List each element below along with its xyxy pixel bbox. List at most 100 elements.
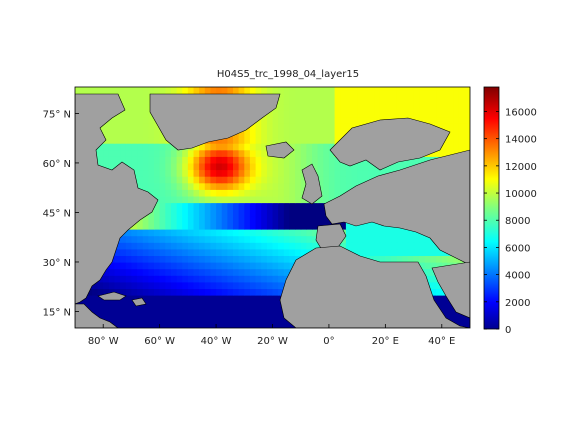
field-cell: [137, 321, 144, 328]
field-cell: [283, 90, 290, 98]
field-cell: [436, 110, 443, 118]
field-cell: [328, 136, 336, 144]
field-cell: [266, 222, 274, 230]
field-cell: [317, 156, 324, 164]
field-cell: [300, 195, 307, 204]
field-cell: [255, 301, 262, 309]
field-cell: [154, 143, 161, 151]
field-cell: [125, 129, 132, 138]
field-cell: [295, 143, 302, 151]
field-cell: [176, 195, 183, 204]
field-cell: [221, 314, 228, 322]
field-cell: [137, 96, 144, 105]
field-cell: [114, 314, 121, 322]
field-cell: [295, 182, 302, 190]
field-cell: [345, 176, 353, 184]
field-cell: [328, 87, 336, 91]
field-cell: [266, 268, 274, 276]
iceland-land: [265, 141, 295, 159]
field-cell: [210, 295, 217, 303]
field-cell: [424, 255, 432, 263]
field-cell: [391, 255, 398, 263]
field-cell: [154, 162, 161, 171]
field-cell: [199, 182, 206, 190]
field-cell: [464, 129, 470, 138]
field-cell: [227, 314, 234, 322]
field-cell: [283, 156, 290, 164]
lat-tick-label: 15° N: [43, 307, 71, 318]
field-cell: [137, 314, 144, 322]
field-cell: [272, 262, 279, 270]
field-cell: [221, 189, 228, 197]
field-cell: [142, 321, 149, 328]
colorbar-tick-label: 4000: [505, 271, 530, 282]
field-cell: [221, 215, 228, 223]
field-cell: [221, 229, 228, 237]
field-cell: [328, 110, 336, 118]
field-cell: [312, 215, 319, 223]
field-cell: [244, 156, 251, 164]
field-cell: [340, 129, 347, 138]
field-cell: [176, 301, 183, 309]
field-cell: [227, 295, 234, 303]
field-cell: [289, 182, 296, 190]
field-cell: [204, 255, 211, 263]
field-cell: [272, 176, 279, 184]
field-cell: [396, 162, 403, 171]
field-cell: [238, 242, 245, 250]
field-cell: [97, 295, 104, 303]
field-cell: [272, 209, 279, 217]
lat-tick-label: 75° N: [43, 109, 71, 120]
field-cell: [210, 182, 217, 190]
field-cell: [154, 129, 161, 138]
field-cell: [249, 275, 257, 283]
field-cell: [120, 156, 127, 164]
field-cell: [154, 281, 161, 289]
field-cell: [204, 195, 211, 204]
field-cell: [137, 87, 144, 91]
field-cell: [131, 90, 138, 98]
field-cell: [170, 314, 178, 322]
field-cell: [278, 314, 285, 322]
field-cell: [131, 149, 138, 157]
field-cell: [204, 308, 211, 316]
field-cell: [357, 90, 364, 98]
field-cell: [266, 189, 274, 197]
field-cell: [170, 169, 178, 177]
field-cell: [249, 281, 257, 289]
field-cell: [233, 248, 240, 256]
field-cell: [266, 202, 274, 210]
field-cell: [419, 90, 426, 98]
field-cell: [278, 268, 285, 276]
field-cell: [436, 295, 443, 303]
field-cell: [289, 149, 296, 157]
field-cell: [379, 103, 386, 111]
field-cell: [193, 87, 200, 91]
field-cell: [266, 87, 274, 91]
field-cell: [182, 229, 189, 237]
field-cell: [430, 242, 437, 250]
field-cell: [210, 222, 217, 230]
field-cell: [137, 308, 144, 316]
field-cell: [216, 136, 223, 144]
field-cell: [216, 189, 223, 197]
field-cell: [131, 235, 138, 243]
field-cell: [154, 295, 161, 303]
field-cell: [396, 248, 403, 256]
field-cell: [199, 242, 206, 250]
field-cell: [103, 288, 110, 296]
field-cell: [300, 202, 307, 210]
field-cell: [317, 90, 324, 98]
field-cell: [266, 156, 274, 164]
field-cell: [165, 162, 172, 171]
field-cell: [182, 301, 189, 309]
field-cell: [114, 308, 121, 316]
field-cell: [283, 103, 290, 111]
field-cell: [204, 202, 211, 210]
field-cell: [447, 143, 454, 151]
field-cell: [148, 215, 155, 223]
field-cell: [199, 308, 206, 316]
field-cell: [199, 248, 206, 256]
field-cell: [199, 162, 206, 171]
field-cell: [170, 295, 178, 303]
